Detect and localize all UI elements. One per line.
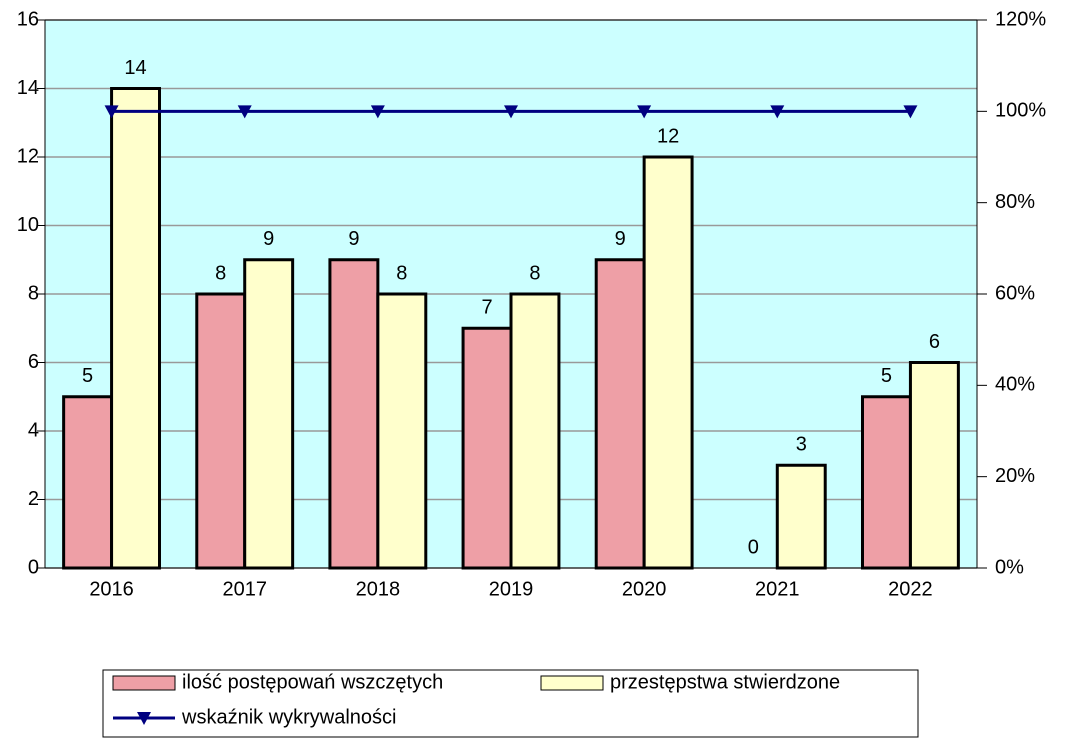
legend-swatch — [540, 675, 604, 691]
y2-tick-label: 80% — [995, 191, 1035, 213]
line-marker — [770, 105, 785, 119]
data-label: 9 — [348, 228, 359, 250]
bar — [243, 258, 295, 570]
data-label: 7 — [481, 297, 492, 319]
y-tick-label: 12 — [17, 145, 39, 167]
data-label: 5 — [82, 365, 93, 387]
line-marker — [903, 105, 918, 119]
bar — [775, 463, 827, 570]
bar — [110, 87, 162, 570]
data-label: 9 — [615, 228, 626, 250]
data-label: 3 — [796, 434, 807, 456]
line-marker — [637, 105, 652, 119]
y2-tick-label: 100% — [995, 100, 1046, 122]
y-tick-label: 8 — [28, 282, 39, 304]
data-label: 8 — [215, 262, 226, 284]
bar — [860, 395, 912, 570]
line-marker — [370, 105, 385, 119]
y-tick-label: 16 — [17, 8, 39, 30]
y-tick-label: 10 — [17, 214, 39, 236]
legend-label: wskaźnik wykrywalności — [181, 706, 397, 728]
y-tick-label: 0 — [28, 556, 39, 578]
x-tick-label: 2021 — [755, 578, 800, 600]
x-tick-label: 2017 — [222, 578, 267, 600]
bar — [594, 258, 646, 570]
legend-label: ilość postępowań wszczętych — [182, 671, 443, 693]
y2-tick-label: 40% — [995, 374, 1035, 396]
y2-tick-label: 0% — [995, 556, 1024, 578]
y-tick-label: 6 — [28, 351, 39, 373]
data-label: 8 — [529, 262, 540, 284]
data-label: 5 — [881, 365, 892, 387]
legend — [102, 669, 919, 738]
line-marker — [237, 105, 252, 119]
y-tick-label: 2 — [28, 488, 39, 510]
x-tick-label: 2018 — [356, 578, 401, 600]
x-tick-label: 2016 — [89, 578, 134, 600]
bar — [376, 292, 428, 570]
y2-tick-label: 20% — [995, 465, 1035, 487]
x-tick-label: 2022 — [888, 578, 933, 600]
y2-tick-label: 120% — [995, 8, 1046, 30]
bar — [461, 326, 513, 570]
legend-swatch — [137, 712, 151, 725]
bar — [62, 395, 114, 570]
y-tick-label: 14 — [17, 77, 39, 99]
data-label: 0 — [748, 536, 759, 558]
data-label: 9 — [263, 228, 274, 250]
data-label: 12 — [657, 125, 679, 147]
legend-swatch — [112, 675, 176, 691]
bar — [908, 361, 960, 570]
plot-border — [44, 19, 978, 569]
x-tick-label: 2019 — [489, 578, 534, 600]
bar — [328, 258, 380, 570]
data-label: 14 — [124, 57, 146, 79]
y-tick-label: 4 — [28, 419, 39, 441]
legend-label: przestępstwa stwierdzone — [610, 671, 840, 693]
line-marker — [104, 105, 119, 119]
bar — [642, 155, 694, 570]
x-tick-label: 2020 — [622, 578, 667, 600]
bar — [509, 292, 561, 570]
bar — [195, 292, 247, 570]
line-marker — [504, 105, 518, 119]
data-label: 6 — [929, 331, 940, 353]
y2-tick-label: 60% — [995, 282, 1035, 304]
data-label: 8 — [396, 262, 407, 284]
